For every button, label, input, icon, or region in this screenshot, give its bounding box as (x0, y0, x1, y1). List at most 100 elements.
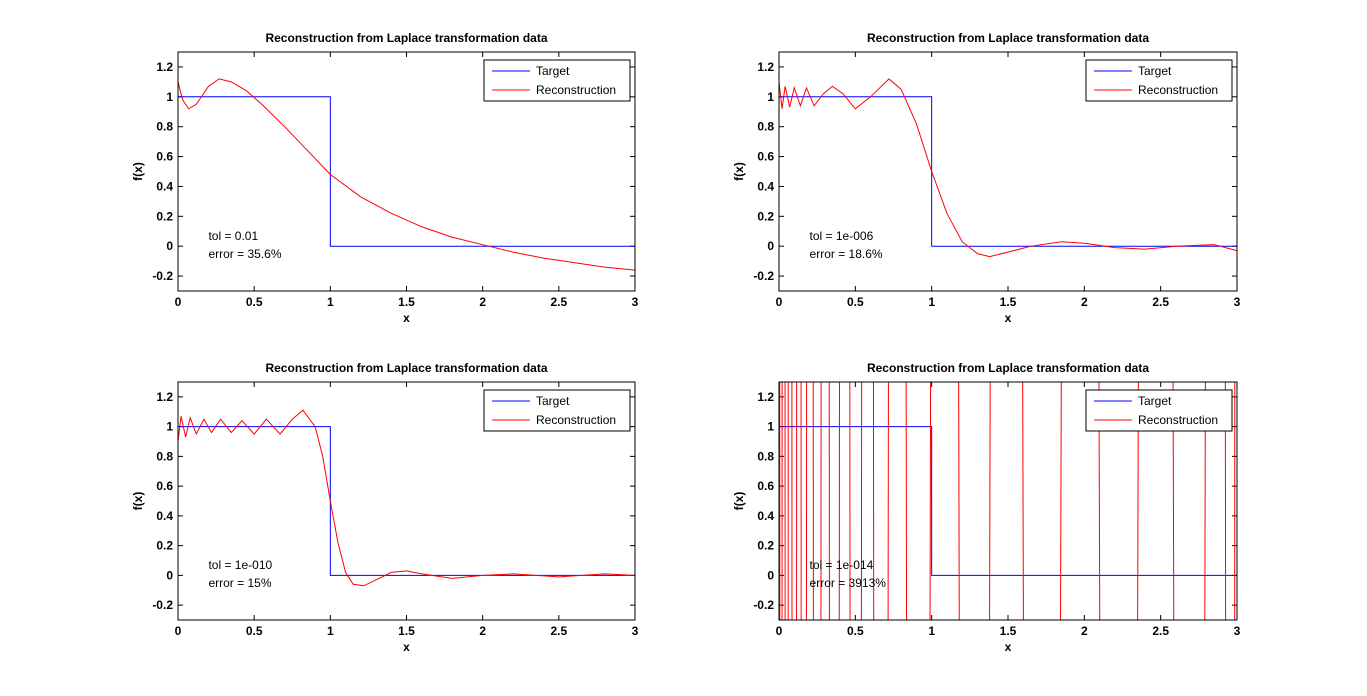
annotation: tol = 1e-010 (208, 558, 272, 572)
series-group (779, 78, 1237, 258)
y-tick-label: 0 (166, 568, 173, 582)
y-axis-label: f(x) (732, 162, 746, 181)
legend: Target Reconstruction (483, 59, 631, 102)
x-tick-label: 0.5 (847, 295, 864, 309)
x-tick-label: 2 (479, 624, 486, 638)
y-tick-label: 0.2 (757, 209, 774, 223)
x-tick-label: 1.5 (1000, 295, 1017, 309)
y-tick-label: -0.2 (753, 598, 774, 612)
legend-box (1085, 59, 1233, 102)
series-group (178, 409, 635, 587)
subplot: Reconstruction from Laplace transformati… (732, 361, 1241, 654)
x-axis-label: x (1005, 640, 1012, 654)
y-axis-label: f(x) (732, 492, 746, 511)
subplot: Reconstruction from Laplace transformati… (732, 31, 1241, 325)
y-tick-label: 1 (166, 90, 173, 104)
x-tick-label: 2 (479, 295, 486, 309)
data-line (178, 96, 635, 247)
y-axis-label: f(x) (131, 162, 145, 181)
y-tick-label: 0.2 (156, 539, 173, 553)
y-tick-label: 0.6 (156, 150, 173, 164)
x-tick-label: 0 (175, 295, 182, 309)
x-axis-label: x (1005, 311, 1012, 325)
x-tick-label: 1 (327, 624, 334, 638)
y-tick-label: 0.6 (156, 479, 173, 493)
y-tick-label: 1.2 (757, 390, 774, 404)
axes-box (778, 51, 1238, 292)
subplot: Reconstruction from Laplace transformati… (131, 31, 639, 325)
legend-label: Target (536, 64, 570, 78)
legend-box (483, 389, 631, 432)
y-tick-label: 0.8 (757, 449, 774, 463)
x-tick-label: 0.5 (246, 295, 263, 309)
x-tick-label: 0 (776, 624, 783, 638)
legend: Target Reconstruction (483, 389, 631, 432)
legend-label: Reconstruction (1138, 83, 1218, 97)
annotation: tol = 0.01 (208, 229, 258, 243)
annotation: tol = 1e-014 (810, 558, 874, 572)
y-tick-label: 0.6 (757, 150, 774, 164)
x-tick-label: 1 (928, 295, 935, 309)
x-tick-label: 3 (632, 624, 639, 638)
x-axis-label: x (403, 311, 410, 325)
y-tick-label: 1 (166, 420, 173, 434)
chart-title: Reconstruction from Laplace transformati… (867, 31, 1149, 45)
x-tick-label: 2 (1081, 295, 1088, 309)
series-group (178, 78, 635, 271)
legend-label: Target (536, 394, 570, 408)
x-tick-label: 1 (327, 295, 334, 309)
x-tick-label: 3 (1234, 295, 1241, 309)
x-tick-label: 0.5 (847, 624, 864, 638)
y-tick-label: 0 (767, 568, 774, 582)
x-tick-label: 3 (632, 295, 639, 309)
data-line (178, 78, 635, 271)
x-tick-label: 0 (175, 624, 182, 638)
x-axis-label: x (403, 640, 410, 654)
y-tick-label: 1.2 (757, 60, 774, 74)
legend-label: Reconstruction (1138, 413, 1218, 427)
y-tick-label: 1 (767, 90, 774, 104)
x-tick-label: 2.5 (550, 295, 567, 309)
x-tick-label: 2.5 (550, 624, 567, 638)
annotation: error = 35.6% (208, 247, 281, 261)
y-tick-label: 1 (767, 420, 774, 434)
subplot: Reconstruction from Laplace transformati… (131, 361, 639, 654)
y-tick-label: 0 (767, 239, 774, 253)
legend-label: Target (1138, 64, 1172, 78)
legend: Target Reconstruction (1085, 389, 1233, 432)
series-group (779, 382, 1237, 620)
y-tick-label: 0.8 (757, 120, 774, 134)
y-tick-label: 1.2 (156, 60, 173, 74)
y-tick-label: 0.2 (156, 209, 173, 223)
data-line (178, 409, 635, 587)
annotation: tol = 1e-006 (810, 229, 874, 243)
x-tick-label: 3 (1234, 624, 1241, 638)
y-tick-label: -0.2 (753, 269, 774, 283)
axes-box (177, 381, 636, 621)
y-tick-label: 0.6 (757, 479, 774, 493)
y-tick-label: 0.4 (757, 179, 774, 193)
y-axis-label: f(x) (131, 492, 145, 511)
x-tick-label: 1 (928, 624, 935, 638)
x-tick-label: 2.5 (1152, 624, 1169, 638)
legend-box (1085, 389, 1233, 432)
axes-box (778, 381, 1238, 621)
legend-label: Reconstruction (536, 83, 616, 97)
y-tick-label: 0.4 (156, 179, 173, 193)
x-tick-label: 0 (776, 295, 783, 309)
annotation: error = 3913% (810, 576, 887, 590)
y-tick-label: 0.4 (156, 509, 173, 523)
y-tick-label: 1.2 (156, 390, 173, 404)
y-tick-label: 0.8 (156, 449, 173, 463)
legend-label: Reconstruction (536, 413, 616, 427)
x-tick-label: 2 (1081, 624, 1088, 638)
chart-title: Reconstruction from Laplace transformati… (867, 361, 1149, 375)
y-tick-label: 0.2 (757, 539, 774, 553)
axes-box (177, 51, 636, 292)
y-tick-label: -0.2 (152, 269, 173, 283)
x-tick-label: 2.5 (1152, 295, 1169, 309)
chart-title: Reconstruction from Laplace transformati… (265, 31, 547, 45)
x-tick-label: 1.5 (1000, 624, 1017, 638)
chart-title: Reconstruction from Laplace transformati… (265, 361, 547, 375)
